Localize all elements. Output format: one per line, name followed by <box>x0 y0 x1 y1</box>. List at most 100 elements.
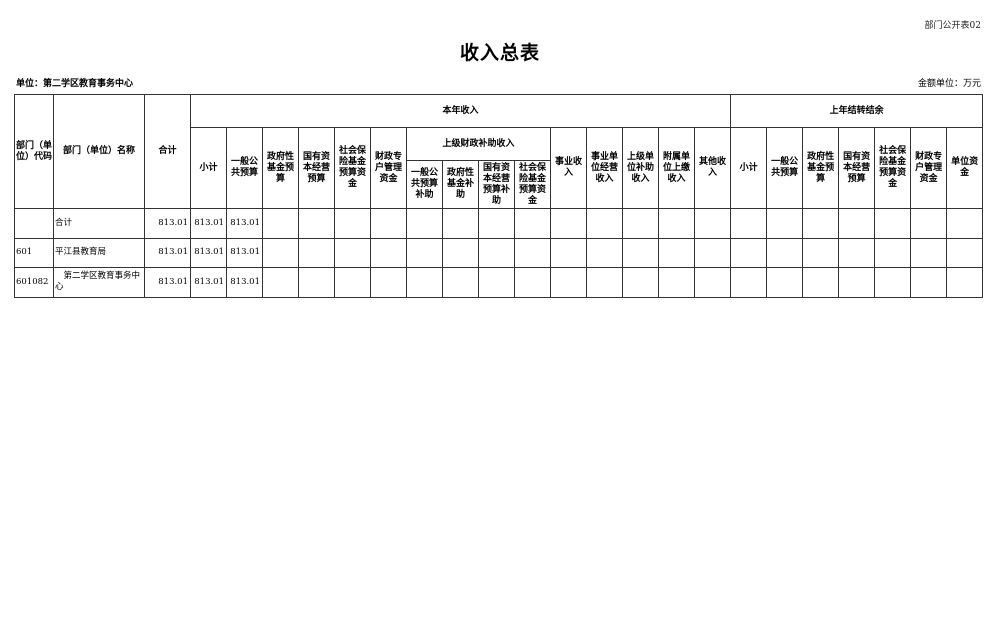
cell-empty <box>693 208 732 239</box>
cell-subtotal: 813.01 <box>190 237 227 268</box>
header-current-year: 本年收入 <box>189 94 732 128</box>
cell-empty <box>370 237 407 268</box>
header-prior-col: 财政专户管理资金 <box>910 127 948 209</box>
cell-code <box>14 208 54 239</box>
header-superior-subcol: 政府性基金补助 <box>442 160 479 209</box>
cell-empty <box>478 237 515 268</box>
cell-total: 813.01 <box>144 237 191 268</box>
money-unit-label: 金额单位：万元 <box>917 79 981 89</box>
cell-empty <box>766 208 804 239</box>
cell-empty <box>946 208 984 239</box>
cell-general-budget: 813.01 <box>226 267 263 298</box>
cell-empty <box>622 267 659 298</box>
cell-empty <box>910 237 948 268</box>
page-title: 收入总表 <box>459 42 540 64</box>
header-prior-year: 上年结转结余 <box>730 94 984 128</box>
cell-empty <box>658 237 695 268</box>
cell-empty <box>334 208 371 239</box>
cell-empty <box>262 208 299 239</box>
cell-name: 合计 <box>53 208 145 239</box>
cell-empty <box>766 267 804 298</box>
cell-empty <box>730 267 768 298</box>
cell-empty <box>334 237 371 268</box>
cell-empty <box>658 267 695 298</box>
header-current-col: 一般公共预算 <box>226 127 263 209</box>
cell-empty <box>693 267 732 298</box>
header-total: 合计 <box>144 94 191 209</box>
table-row: 601082 第二学区教育事务中心 813.01 813.01 813.01 <box>14 267 984 298</box>
cell-empty <box>550 267 587 298</box>
income-summary-table: 部门（单位）代码 部门（单位）名称 合计 本年收入 上年结转结余 小计 一般公共预… <box>14 94 984 298</box>
cell-empty <box>262 237 299 268</box>
cell-empty <box>262 267 299 298</box>
cell-empty <box>478 267 515 298</box>
cell-empty <box>550 237 587 268</box>
cell-empty <box>874 267 912 298</box>
header-superior-subcol: 国有资本经营预算补助 <box>478 160 515 209</box>
cell-total: 813.01 <box>144 208 191 239</box>
cell-name: 第二学区教育事务中心 <box>53 267 145 298</box>
cell-empty <box>586 267 623 298</box>
cell-total: 813.01 <box>144 267 191 298</box>
cell-empty <box>298 267 335 298</box>
header-name: 部门（单位）名称 <box>53 94 145 209</box>
cell-empty <box>838 208 876 239</box>
cell-empty <box>838 237 876 268</box>
cell-general-budget: 813.01 <box>226 237 263 268</box>
cell-empty <box>370 208 407 239</box>
cell-code: 601082 <box>14 267 54 298</box>
table-row: 合计 813.01 813.01 813.01 <box>14 208 984 239</box>
header-prior-col: 小计 <box>730 127 768 209</box>
header-current-col: 社会保险基金预算资金 <box>334 127 371 209</box>
cell-empty <box>910 208 948 239</box>
cell-empty <box>298 237 335 268</box>
cell-subtotal: 813.01 <box>190 267 227 298</box>
cell-empty <box>442 208 479 239</box>
cell-subtotal: 813.01 <box>190 208 227 239</box>
cell-code: 601 <box>14 237 54 268</box>
cell-empty <box>586 208 623 239</box>
cell-empty <box>586 237 623 268</box>
cell-empty <box>514 237 551 268</box>
header-prior-col: 国有资本经营预算 <box>838 127 876 209</box>
cell-empty <box>622 208 659 239</box>
table-row: 601 平江县教育局 813.01 813.01 813.01 <box>14 237 984 268</box>
cell-empty <box>874 237 912 268</box>
cell-empty <box>298 208 335 239</box>
header-current-col: 财政专户管理资金 <box>370 127 407 209</box>
cell-empty <box>478 208 515 239</box>
header-code: 部门（单位）代码 <box>14 94 54 209</box>
cell-empty <box>406 237 443 268</box>
cell-empty <box>442 267 479 298</box>
cell-empty <box>766 237 804 268</box>
cell-empty <box>874 208 912 239</box>
cell-empty <box>802 267 840 298</box>
header-current-col: 事业收入 <box>550 127 587 209</box>
cell-empty <box>946 267 984 298</box>
header-current-col: 事业单位经营收入 <box>586 127 623 209</box>
header-prior-col: 社会保险基金预算资金 <box>874 127 912 209</box>
header-superior-subcol: 社会保险基金预算资金 <box>514 160 551 209</box>
cell-general-budget: 813.01 <box>226 208 263 239</box>
cell-empty <box>514 267 551 298</box>
cell-empty <box>370 267 407 298</box>
cell-empty <box>730 237 768 268</box>
cell-empty <box>658 208 695 239</box>
header-current-col: 上级单位补助收入 <box>622 127 659 209</box>
cell-empty <box>550 208 587 239</box>
cell-empty <box>406 267 443 298</box>
cell-empty <box>693 237 732 268</box>
cell-empty <box>514 208 551 239</box>
cell-empty <box>622 237 659 268</box>
cell-empty <box>802 208 840 239</box>
cell-empty <box>910 267 948 298</box>
cell-empty <box>730 208 768 239</box>
cell-empty <box>406 208 443 239</box>
header-superior-subsidy: 上级财政补助收入 <box>406 127 551 161</box>
header-current-col: 其他收入 <box>693 127 732 209</box>
header-prior-col: 单位资金 <box>946 127 984 209</box>
cell-empty <box>946 237 984 268</box>
cell-empty <box>838 267 876 298</box>
header-current-col: 小计 <box>190 127 227 209</box>
header-prior-col: 一般公共预算 <box>766 127 804 209</box>
